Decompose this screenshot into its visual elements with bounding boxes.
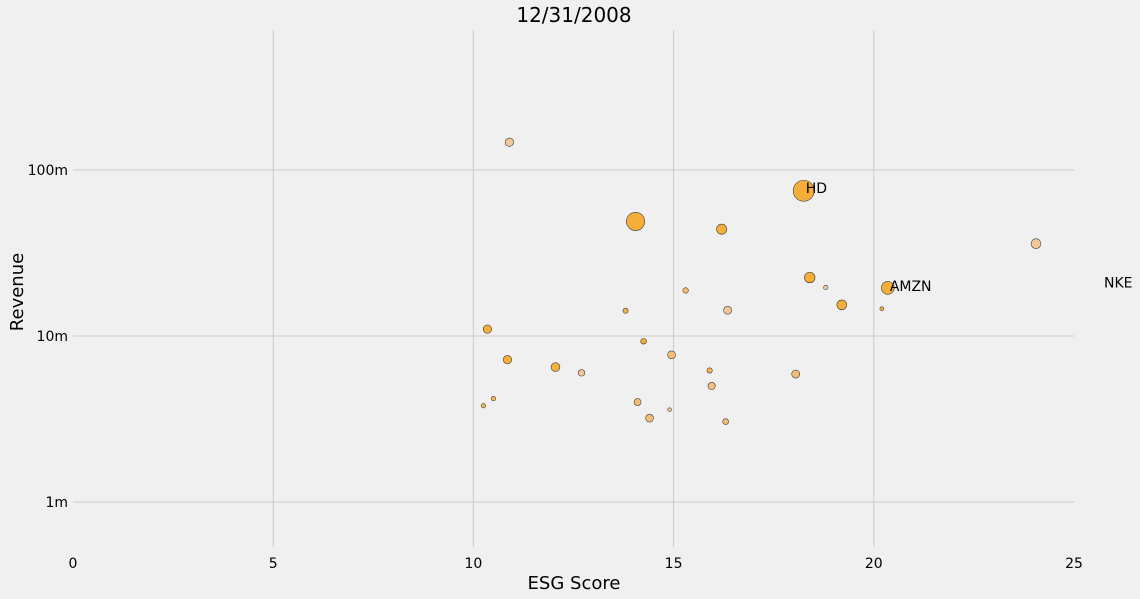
x-tick-label: 0 — [69, 556, 78, 572]
data-point — [682, 287, 689, 294]
point-annotation: AMZN — [890, 279, 932, 295]
data-point — [667, 350, 676, 360]
x-tick-label: 25 — [1065, 556, 1083, 572]
x-tick-label: 5 — [269, 556, 278, 572]
x-tick-label: 10 — [464, 556, 482, 572]
data-point — [836, 299, 847, 311]
point-annotation: HD — [806, 181, 827, 197]
data-point — [823, 284, 829, 291]
point-annotation: NKE — [1104, 276, 1133, 292]
bubbles — [480, 137, 1042, 425]
data-point — [716, 223, 728, 235]
y-axis-label: Revenue — [7, 253, 28, 331]
data-point — [633, 398, 642, 406]
y-tick-label: 100m — [28, 163, 68, 179]
data-point — [722, 418, 729, 425]
data-point — [502, 355, 512, 365]
y-tick-label: 10m — [37, 329, 68, 345]
data-point — [707, 382, 716, 390]
data-point — [645, 413, 654, 423]
data-point — [1030, 238, 1042, 249]
axis-ticks: 0 5 10 15 20 25 1m 10m 100m — [28, 163, 1083, 572]
data-point — [723, 305, 732, 315]
data-point — [791, 369, 801, 379]
data-point — [482, 324, 492, 334]
data-point — [490, 396, 496, 402]
annotations: HD AMZN NKE — [806, 181, 1133, 295]
data-point — [881, 281, 895, 295]
data-point — [706, 367, 713, 374]
data-point — [667, 407, 672, 412]
data-point — [480, 403, 486, 409]
data-point — [622, 307, 629, 314]
data-point — [577, 369, 586, 377]
grid-lines — [73, 30, 1074, 547]
x-tick-label: 20 — [865, 556, 883, 572]
x-tick-label: 15 — [665, 556, 683, 572]
data-point — [804, 271, 816, 284]
data-point — [626, 211, 646, 231]
data-point — [792, 179, 815, 202]
data-point — [640, 338, 647, 345]
data-point — [550, 362, 561, 372]
data-point — [879, 306, 885, 311]
chart-title: 12/31/2008 — [516, 3, 631, 27]
data-point — [504, 137, 514, 147]
x-axis-label: ESG Score — [528, 573, 621, 594]
y-tick-label: 1m — [45, 495, 68, 511]
